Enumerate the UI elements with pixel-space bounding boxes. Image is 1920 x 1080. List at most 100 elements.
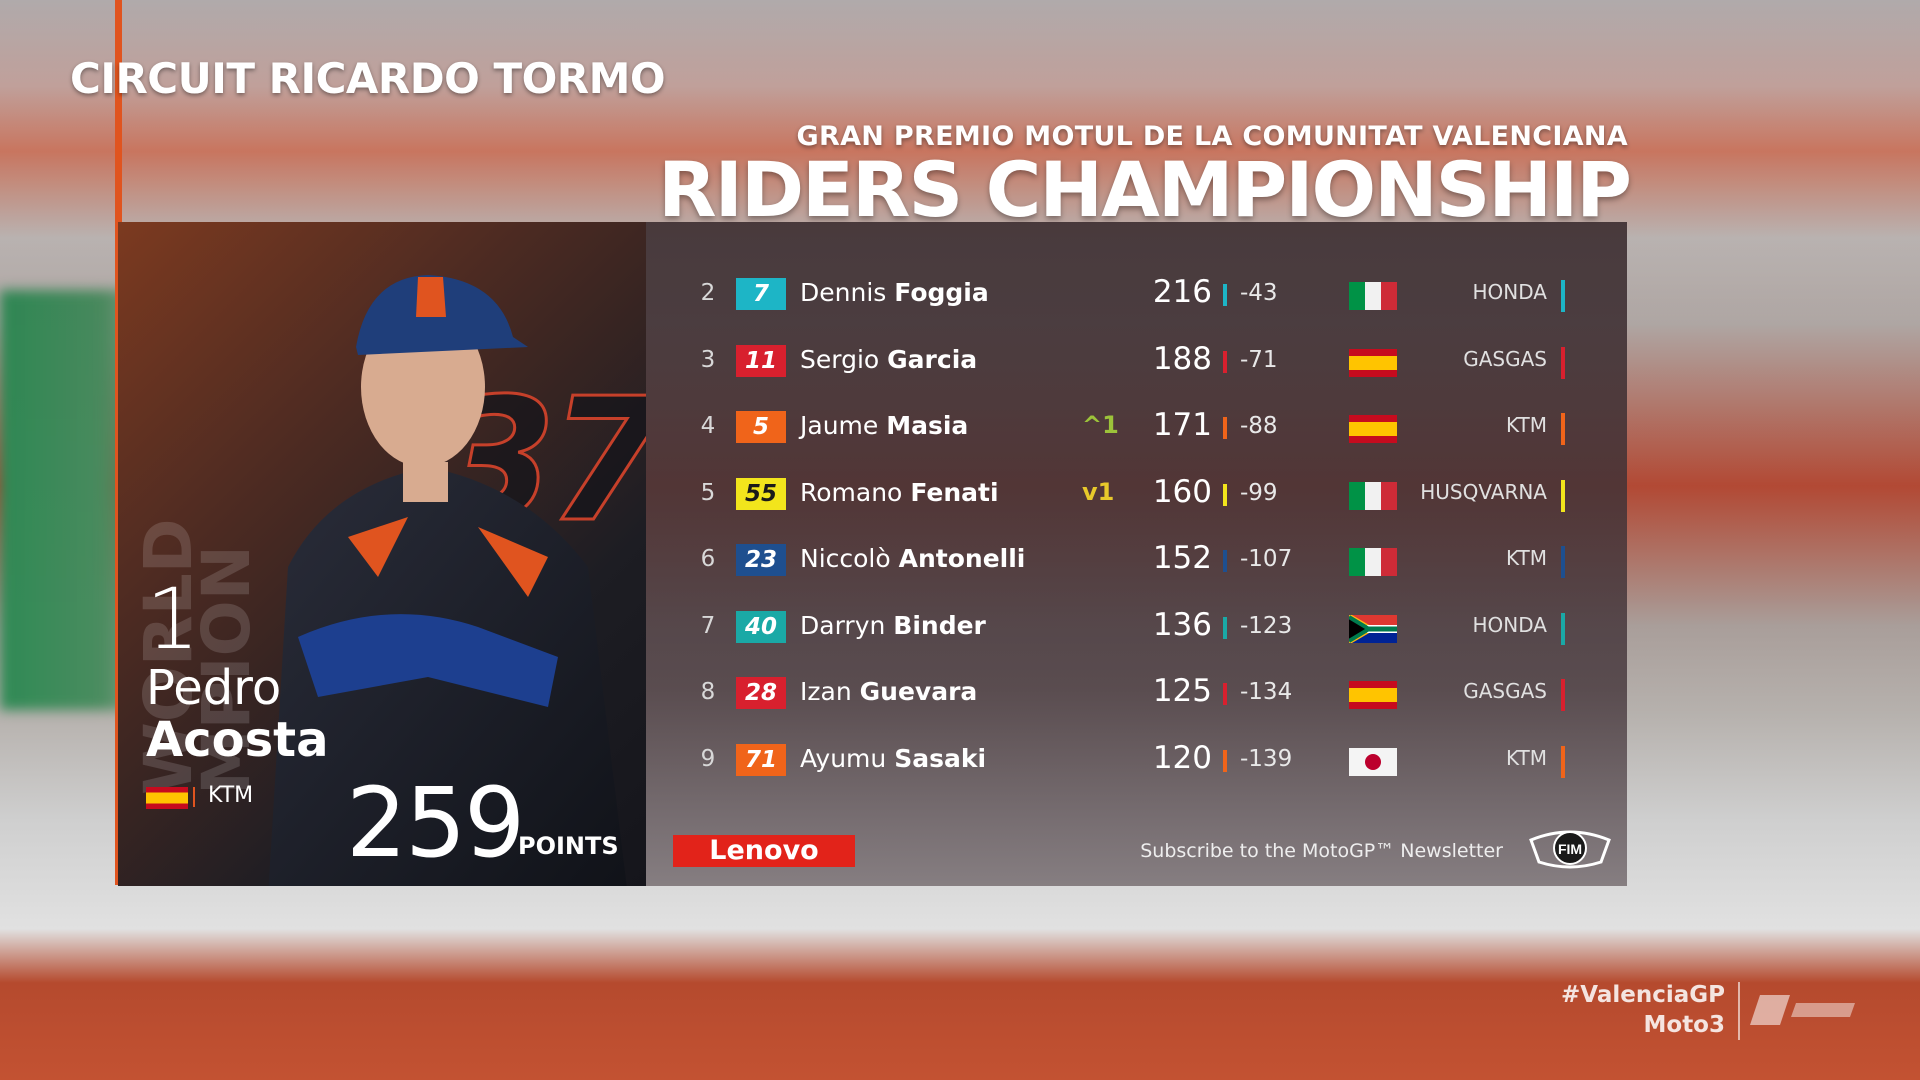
rider-last-name: Antonelli	[898, 544, 1026, 573]
rider-last-name: Fenati	[910, 477, 999, 507]
leader-points-label: POINTS	[518, 832, 619, 860]
rider-name: Romano Fenati	[800, 478, 999, 507]
team-name: HUSQVARNA	[1420, 479, 1547, 504]
team-color-marker	[1561, 745, 1565, 778]
rider-points: 160	[1152, 473, 1212, 510]
rider-portrait	[268, 275, 627, 886]
team-color-marker	[1561, 479, 1565, 512]
rider-name: Jaume Masia	[800, 411, 968, 440]
spain-flag	[1349, 415, 1397, 443]
newsletter-link[interactable]: Subscribe to the MotoGP™ Newsletter	[1140, 840, 1503, 862]
team-color-marker	[1561, 679, 1565, 711]
rider-number-badge: 55	[736, 477, 786, 510]
rider-first-name: Romano	[800, 477, 903, 507]
leader-first-name: Pedro	[146, 660, 282, 716]
team-color-bar	[1223, 284, 1227, 306]
rider-name: Ayumu Sasaki	[800, 744, 986, 773]
team-color-bar	[1223, 417, 1227, 439]
rider-last-name: Sasaki	[894, 743, 987, 773]
rider-position: 3	[700, 346, 716, 373]
rider-number-badge: 11	[736, 344, 786, 377]
circuit-name: CIRCUIT RICARDO TORMO	[70, 54, 666, 103]
leader-last-name: Acosta	[146, 712, 329, 768]
japan-flag	[1349, 747, 1397, 776]
team-name: GASGAS	[1463, 346, 1547, 371]
team-name: HONDA	[1472, 612, 1547, 637]
team-name: KTM	[1505, 413, 1547, 437]
rider-points: 171	[1152, 407, 1212, 443]
rider-points: 120	[1152, 739, 1212, 776]
rider-first-name: Ayumu	[800, 743, 887, 773]
team-color-bar	[1223, 749, 1227, 772]
spain-flag	[1349, 348, 1397, 377]
team-color-marker	[1561, 612, 1565, 645]
team-color-marker	[1561, 280, 1565, 312]
team-color-marker	[1561, 546, 1565, 578]
rider-first-name: Jaume	[800, 411, 879, 440]
position-change: ^1	[1082, 411, 1119, 439]
table-row: 4 5 Jaume Masia ^1 171 -88 KTM	[646, 399, 1627, 459]
rider-first-name: Izan	[800, 677, 852, 706]
sponsor-logo: Lenovo	[673, 835, 855, 867]
event-hashtag: #ValenciaGP	[1561, 982, 1725, 1008]
leader-panel: WORLD MPION 37 1 Pedro Acosta KTM 259 PO…	[118, 222, 646, 886]
leader-team: KTM	[208, 783, 254, 808]
page-title: RIDERS CHAMPIONSHIP	[658, 145, 1632, 234]
rider-position: 6	[700, 546, 716, 572]
rider-position: 8	[700, 679, 716, 705]
event-name: GRAN PREMIO MOTUL DE LA COMUNITAT VALENC…	[796, 121, 1628, 152]
standings-table: 2 7 Dennis Foggia 216 -43 HONDA 3 11 Sergio Garc…	[646, 222, 1627, 886]
points-gap: -139	[1240, 745, 1293, 772]
table-row: 6 23 Niccolò Antonelli 152 -107 KTM	[646, 532, 1627, 592]
rider-name: Izan Guevara	[800, 677, 977, 706]
team-name: KTM	[1505, 546, 1547, 570]
points-gap: -99	[1240, 479, 1278, 506]
rider-points: 188	[1152, 340, 1212, 377]
points-gap: -43	[1240, 280, 1278, 306]
italy-flag	[1349, 548, 1397, 576]
italy-flag	[1349, 282, 1397, 310]
points-gap: -134	[1240, 679, 1293, 705]
rider-last-name: Garcia	[887, 344, 978, 374]
svg-text:FIM: FIM	[1558, 841, 1582, 857]
team-name: KTM	[1505, 745, 1547, 770]
team-color-bar	[1223, 483, 1227, 506]
category-label: Moto3	[1643, 1012, 1726, 1038]
rider-first-name: Sergio	[800, 344, 880, 374]
position-change: v1	[1082, 477, 1115, 506]
team-color-bar	[1223, 550, 1227, 572]
rider-points: 152	[1152, 540, 1212, 576]
rider-first-name: Darryn	[800, 610, 886, 640]
rider-number-badge: 23	[736, 544, 786, 576]
rider-name: Darryn Binder	[800, 611, 986, 640]
points-gap: -107	[1240, 546, 1293, 572]
rider-first-name: Niccolò	[800, 544, 891, 573]
rider-last-name: Binder	[893, 610, 986, 640]
points-gap: -88	[1240, 413, 1278, 439]
spain-flag	[146, 787, 188, 809]
rider-name: Niccolò Antonelli	[800, 544, 1025, 573]
rider-position: 4	[700, 413, 716, 439]
table-row: 2 7 Dennis Foggia 216 -43 HONDA	[646, 266, 1627, 326]
rider-name: Sergio Garcia	[800, 345, 977, 374]
team-color-marker	[1561, 346, 1565, 379]
fim-logo-icon: FIM	[1529, 830, 1611, 869]
rider-last-name: Masia	[886, 411, 969, 440]
rider-position: 9	[700, 745, 716, 772]
rider-position: 7	[700, 612, 716, 639]
rider-name: Dennis Foggia	[800, 278, 989, 307]
leader-points: 259	[346, 767, 525, 879]
leader-separator	[193, 787, 195, 807]
team-color-bar	[1223, 683, 1227, 705]
table-row: 8 28 Izan Guevara 125 -134 GASGAS	[646, 665, 1627, 725]
table-row: 5 55 Romano Fenati v1 160 -99 HUSQVARNA	[646, 466, 1627, 526]
rider-number-badge: 7	[736, 278, 786, 310]
points-gap: -123	[1240, 612, 1293, 639]
rider-number-badge: 40	[736, 610, 786, 643]
team-color-bar	[1223, 350, 1227, 373]
rider-points: 216	[1152, 274, 1212, 310]
rider-number-badge: 5	[736, 411, 786, 443]
italy-flag	[1349, 481, 1397, 510]
rider-number-badge: 71	[736, 743, 786, 776]
footer-separator	[1738, 982, 1740, 1040]
